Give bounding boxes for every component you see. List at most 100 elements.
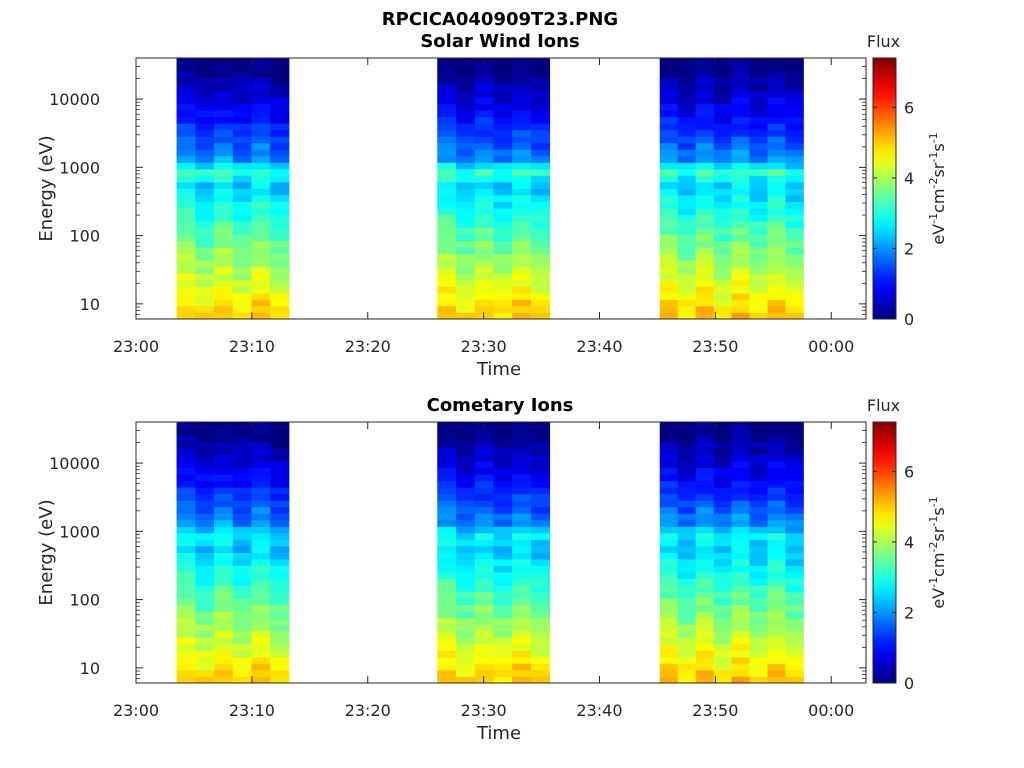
spectrogram-cell <box>456 637 476 645</box>
spectrogram-cell <box>677 227 697 235</box>
spectrogram-cell <box>176 480 196 488</box>
spectrogram-cell <box>731 448 750 456</box>
colorbar-title: Flux <box>867 32 900 51</box>
spectrogram-cell <box>232 493 252 501</box>
spectrogram-cell <box>512 435 532 442</box>
spectrogram-cell <box>214 448 234 456</box>
spectrogram-cell <box>659 64 679 72</box>
spectrogram-cell <box>270 448 290 456</box>
spectrogram-cell <box>785 116 804 124</box>
spectrogram-cell <box>270 149 290 157</box>
spectrogram-cell <box>214 676 234 684</box>
spectrogram-cell <box>731 201 750 209</box>
spectrogram-cell <box>749 572 768 579</box>
spectrogram-cell <box>677 162 697 170</box>
spectrogram-cell <box>695 201 715 209</box>
x-axis-label: Time <box>476 359 521 380</box>
spectrogram-cell <box>530 591 551 599</box>
spectrogram-cell <box>530 637 551 645</box>
spectrogram-cell <box>214 539 234 547</box>
spectrogram-cell <box>456 221 476 229</box>
spectrogram-cell <box>195 188 215 196</box>
units-name: sr <box>929 526 948 541</box>
spectrogram-cell <box>456 273 476 281</box>
spectrogram-cell <box>530 572 551 579</box>
spectrogram-cell <box>731 565 750 573</box>
spectrogram-cell <box>456 572 476 579</box>
spectrogram-cell <box>176 493 196 501</box>
spectrogram-cell <box>731 188 750 196</box>
spectrogram-cell <box>731 123 750 131</box>
spectrogram-cell <box>767 474 786 482</box>
spectrogram-cell <box>456 650 476 658</box>
spectrogram-cell <box>767 454 786 462</box>
spectrogram-cell <box>251 221 271 229</box>
spectrogram-cell <box>195 266 215 274</box>
spectrogram-cell <box>493 103 513 111</box>
spectrogram-cell <box>767 227 786 235</box>
spectrogram-cell <box>437 247 457 255</box>
spectrogram-cell <box>659 637 679 645</box>
spectrogram-cell <box>677 188 697 196</box>
spectrogram-cell <box>695 585 715 593</box>
spectrogram-cell <box>493 84 513 92</box>
spectrogram-cell <box>251 585 271 593</box>
spectrogram-cell <box>695 175 715 183</box>
spectrogram-cell <box>456 214 476 222</box>
spectrogram-cell <box>176 559 196 566</box>
spectrogram-cell <box>512 103 532 111</box>
spectrogram-cell <box>713 286 732 294</box>
spectrogram-cell <box>713 422 732 429</box>
spectrogram-cell <box>251 611 271 619</box>
spectrogram-cell <box>493 467 513 475</box>
spectrogram-cell <box>731 474 750 482</box>
spectrogram-cell <box>251 526 271 534</box>
spectrogram-cell <box>251 474 271 482</box>
spectrogram-cell <box>695 650 715 658</box>
spectrogram-cell <box>232 286 252 294</box>
spectrogram-cell <box>437 513 457 521</box>
spectrogram-cell <box>232 273 252 281</box>
spectrogram-cell <box>695 441 715 449</box>
spectrogram-cell <box>474 273 494 281</box>
spectrogram-cell <box>785 441 804 449</box>
spectrogram-cell <box>677 591 697 599</box>
spectrogram-cell <box>767 676 786 684</box>
spectrogram-cell <box>695 214 715 222</box>
spectrogram-cell <box>713 591 732 599</box>
spectrogram-cell <box>214 513 234 521</box>
spectrogram-cell <box>195 312 215 320</box>
spectrogram-cell <box>767 77 786 85</box>
spectrogram-cell <box>659 513 679 521</box>
spectrogram-cell <box>713 299 732 307</box>
spectrogram-cell <box>731 155 750 163</box>
spectrogram-cell <box>785 214 804 222</box>
spectrogram-cell <box>214 110 234 118</box>
spectrogram-cell <box>530 155 551 163</box>
spectrogram-cell <box>195 90 215 98</box>
spectrogram-cell <box>456 227 476 235</box>
spectrogram-cell <box>695 519 715 527</box>
spectrogram-cell <box>713 643 732 651</box>
spectrogram-cell <box>493 149 513 157</box>
spectrogram-cell <box>176 441 196 449</box>
spectrogram-cell <box>251 305 271 313</box>
spectrogram-cell <box>749 669 768 677</box>
spectrogram-cell <box>695 461 715 469</box>
spectrogram-cell <box>695 77 715 85</box>
spectrogram-cell <box>195 532 215 540</box>
spectrogram-cell <box>493 208 513 215</box>
spectrogram-cell <box>512 539 532 547</box>
spectrogram-cell <box>767 84 786 92</box>
spectrogram-cell <box>232 234 252 242</box>
spectrogram-cell <box>677 422 697 429</box>
spectrogram-cell <box>493 656 513 664</box>
spectrogram-cell <box>749 500 768 508</box>
spectrogram-cell <box>785 181 804 189</box>
spectrogram-cell <box>437 506 457 514</box>
spectrogram-cell <box>437 227 457 235</box>
spectrogram-cell <box>214 526 234 534</box>
spectrogram-cell <box>456 240 476 248</box>
spectrogram-cell <box>493 506 513 514</box>
spectrogram-cell <box>195 286 215 294</box>
